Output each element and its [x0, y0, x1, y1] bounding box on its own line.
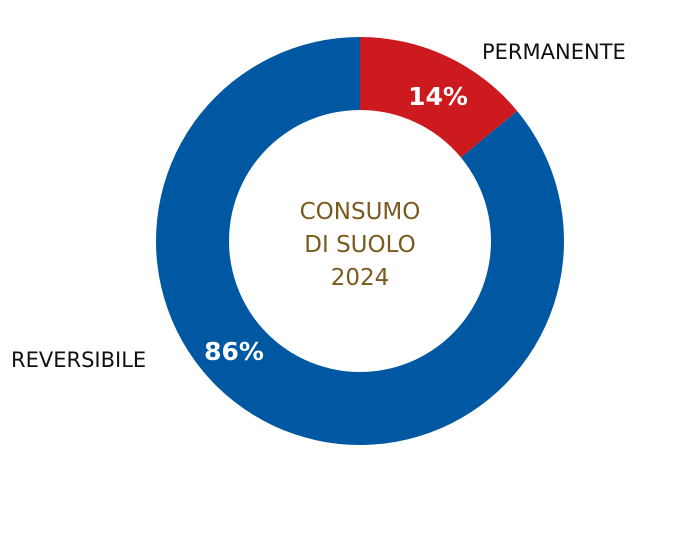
category-label-reversibile: REVERSIBILE: [11, 348, 146, 372]
slice-value-label-reversibile: 86%: [204, 337, 264, 366]
slices-group: [155, 37, 564, 446]
slice-permanente: [360, 37, 518, 158]
center-title-line-1: CONSUMO: [300, 199, 421, 225]
category-label-permanente: PERMANENTE: [482, 40, 626, 64]
slice-value-label-permanente: 14%: [408, 82, 468, 111]
center-title-line-3: 2024: [331, 265, 390, 291]
slice-reversibile: [155, 37, 564, 446]
center-title-line-2: DI SUOLO: [304, 232, 415, 258]
